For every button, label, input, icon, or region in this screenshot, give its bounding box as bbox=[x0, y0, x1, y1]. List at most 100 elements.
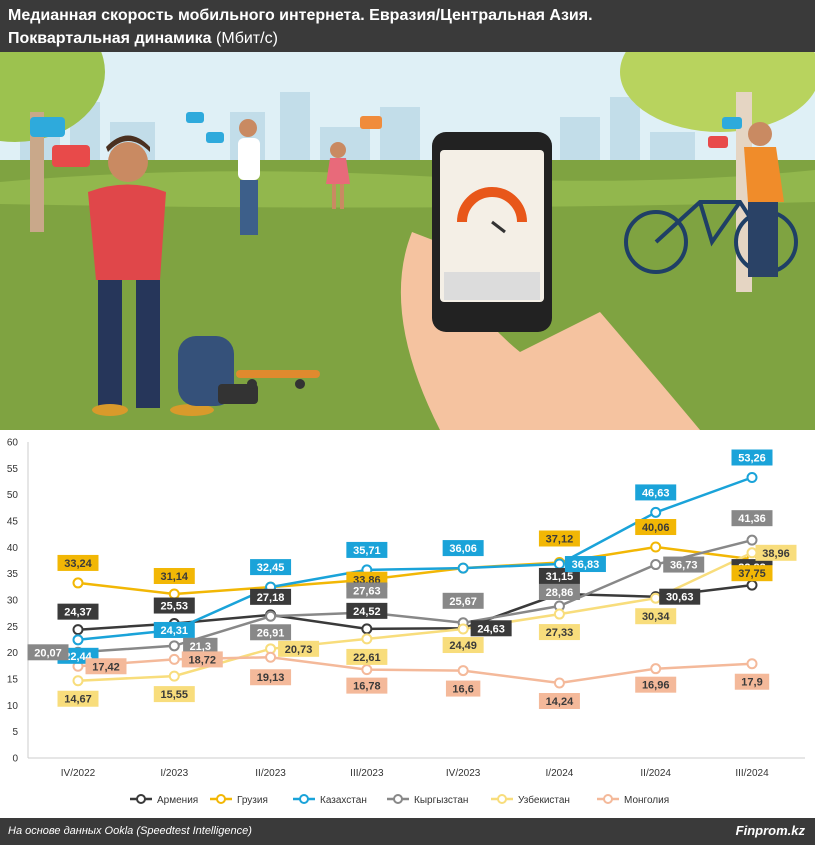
data-label-box bbox=[538, 584, 580, 601]
data-label-box bbox=[635, 484, 677, 501]
data-label-box bbox=[57, 603, 99, 620]
x-axis-ticks: IV/2022 I/2023 II/2023 III/2023 IV/2023 I/202… bbox=[61, 768, 769, 779]
data-label-box bbox=[153, 597, 195, 614]
data-label: 24,31 bbox=[161, 625, 189, 637]
data-label: 25,53 bbox=[161, 601, 189, 613]
data-point bbox=[650, 541, 662, 553]
data-label-box bbox=[442, 540, 484, 557]
data-label-box bbox=[153, 567, 195, 584]
title-unit: (Мбит/с) bbox=[216, 30, 278, 47]
x-tick-label: II/2023 bbox=[255, 768, 286, 779]
legend-swatch-marker bbox=[136, 794, 146, 804]
data-label-box bbox=[27, 644, 69, 661]
footer-bar: На основе данных Ookla (Speedtest Intell… bbox=[0, 818, 815, 845]
data-point bbox=[650, 559, 662, 571]
legend: Армения Грузия Казахстан Кыргызстан Узбекист… bbox=[130, 794, 669, 806]
title-line-2: Поквартальная динамика (Мбит/с) bbox=[8, 27, 593, 50]
data-point bbox=[650, 506, 662, 518]
data-point bbox=[457, 562, 469, 574]
legend-label: Кыргызстан bbox=[414, 795, 468, 806]
data-label: 38,96 bbox=[762, 548, 790, 560]
y-tick-label: 10 bbox=[7, 701, 19, 712]
data-label: 16,96 bbox=[642, 680, 670, 692]
data-label: 20,73 bbox=[285, 644, 313, 656]
person-girl bbox=[326, 142, 350, 209]
data-point bbox=[168, 588, 180, 600]
data-point bbox=[553, 558, 565, 570]
chart-title: Медианная скорость мобильного интернета.… bbox=[8, 4, 593, 50]
backpack bbox=[178, 336, 258, 406]
data-label: 18,72 bbox=[189, 654, 217, 666]
skateboard bbox=[236, 370, 320, 389]
data-point bbox=[457, 623, 469, 635]
data-point bbox=[361, 633, 373, 645]
legend-label: Монголия bbox=[624, 795, 669, 806]
data-label-box bbox=[85, 658, 127, 675]
data-label: 35,71 bbox=[353, 545, 381, 557]
legend-label: Грузия bbox=[237, 795, 268, 806]
data-label: 21,3 bbox=[190, 641, 211, 653]
line-chart: 0 5 10 15 20 25 30 35 40 45 50 55 60 IV/2022 I/2023 II… bbox=[7, 438, 805, 806]
data-label: 46,63 bbox=[642, 487, 670, 499]
data-point bbox=[168, 640, 180, 652]
data-label-box bbox=[57, 690, 99, 707]
data-point bbox=[746, 547, 758, 559]
data-label-box bbox=[663, 556, 705, 573]
data-label: 19,13 bbox=[257, 672, 285, 684]
data-point bbox=[553, 677, 565, 689]
data-label-box bbox=[250, 669, 292, 686]
data-label: 53,26 bbox=[738, 452, 766, 464]
person-walking bbox=[238, 119, 260, 235]
title-line-1: Медианная скорость мобильного интернета.… bbox=[8, 7, 593, 24]
data-label-box bbox=[470, 620, 512, 637]
data-point bbox=[265, 610, 277, 622]
x-tick-label: IV/2022 bbox=[61, 768, 96, 779]
data-label: 33,24 bbox=[64, 558, 92, 570]
data-label-box bbox=[346, 602, 388, 619]
data-label-box bbox=[538, 530, 580, 547]
data-label: 26,91 bbox=[257, 627, 285, 639]
data-label-box bbox=[153, 621, 195, 638]
tree-left bbox=[0, 52, 105, 232]
data-label: 37,75 bbox=[738, 568, 766, 580]
y-tick-label: 25 bbox=[7, 622, 19, 633]
data-label: 31,15 bbox=[546, 571, 574, 583]
data-label-box bbox=[731, 565, 773, 582]
data-label: 31,14 bbox=[161, 571, 189, 583]
data-label-box bbox=[346, 648, 388, 665]
legend-label: Армения bbox=[157, 795, 198, 806]
x-tick-label: II/2024 bbox=[640, 768, 671, 779]
hand-holding-phone bbox=[400, 132, 700, 430]
legend-swatch-marker bbox=[216, 794, 226, 804]
data-label-box bbox=[442, 637, 484, 654]
data-label-box bbox=[538, 693, 580, 710]
data-point bbox=[650, 592, 662, 604]
legend-swatch-marker bbox=[603, 794, 613, 804]
data-label: 24,37 bbox=[64, 607, 92, 619]
park-illustration bbox=[0, 52, 815, 430]
data-label-box bbox=[564, 556, 606, 573]
data-label-box bbox=[445, 680, 481, 697]
man-with-beard bbox=[744, 122, 784, 277]
y-tick-label: 60 bbox=[7, 438, 19, 449]
data-label: 36,06 bbox=[449, 543, 477, 555]
legend-label: Казахстан bbox=[320, 795, 367, 806]
x-tick-label: III/2023 bbox=[350, 768, 384, 779]
title-line-2-text: Поквартальная динамика bbox=[8, 30, 212, 47]
brand-logo-text: Finprom.kz bbox=[735, 823, 805, 838]
data-label: 25,67 bbox=[449, 596, 477, 608]
data-label-box bbox=[346, 541, 388, 558]
data-label-box bbox=[635, 519, 677, 536]
data-label-box bbox=[250, 624, 292, 641]
data-label-box bbox=[734, 673, 770, 690]
data-label: 27,18 bbox=[257, 592, 285, 604]
data-label: 32,45 bbox=[257, 562, 285, 574]
data-label: 28,86 bbox=[546, 587, 574, 599]
data-point bbox=[168, 653, 180, 665]
data-label: 17,9 bbox=[741, 677, 762, 689]
y-tick-label: 5 bbox=[12, 727, 18, 738]
data-label-box bbox=[659, 588, 701, 605]
data-point bbox=[361, 623, 373, 635]
x-tick-label: I/2024 bbox=[546, 768, 574, 779]
data-label: 24,49 bbox=[449, 640, 477, 652]
